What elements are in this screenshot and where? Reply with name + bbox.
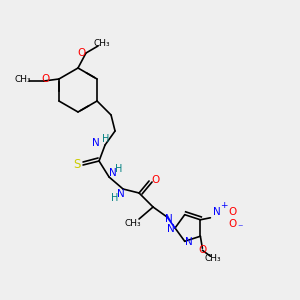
Text: N: N <box>185 237 193 247</box>
Text: N: N <box>165 214 173 224</box>
Text: H: H <box>116 164 123 174</box>
Text: O: O <box>42 74 50 84</box>
Text: CH₃: CH₃ <box>15 74 31 83</box>
Text: CH₃: CH₃ <box>94 40 110 49</box>
Text: N: N <box>92 138 100 148</box>
Text: O: O <box>228 207 236 217</box>
Text: S: S <box>74 158 81 170</box>
Text: CH₃: CH₃ <box>204 254 221 263</box>
Text: H: H <box>111 193 119 203</box>
Text: +: + <box>220 201 227 210</box>
Text: H: H <box>102 134 110 144</box>
Text: O: O <box>151 175 159 185</box>
Text: CH₃: CH₃ <box>125 218 141 227</box>
Text: O: O <box>78 48 86 58</box>
Text: O: O <box>228 219 236 229</box>
Text: ⁻: ⁻ <box>238 223 243 233</box>
Text: N: N <box>109 168 117 178</box>
Text: N: N <box>212 207 220 217</box>
Text: O: O <box>198 245 206 255</box>
Text: N: N <box>117 189 125 199</box>
Text: N: N <box>167 224 175 234</box>
